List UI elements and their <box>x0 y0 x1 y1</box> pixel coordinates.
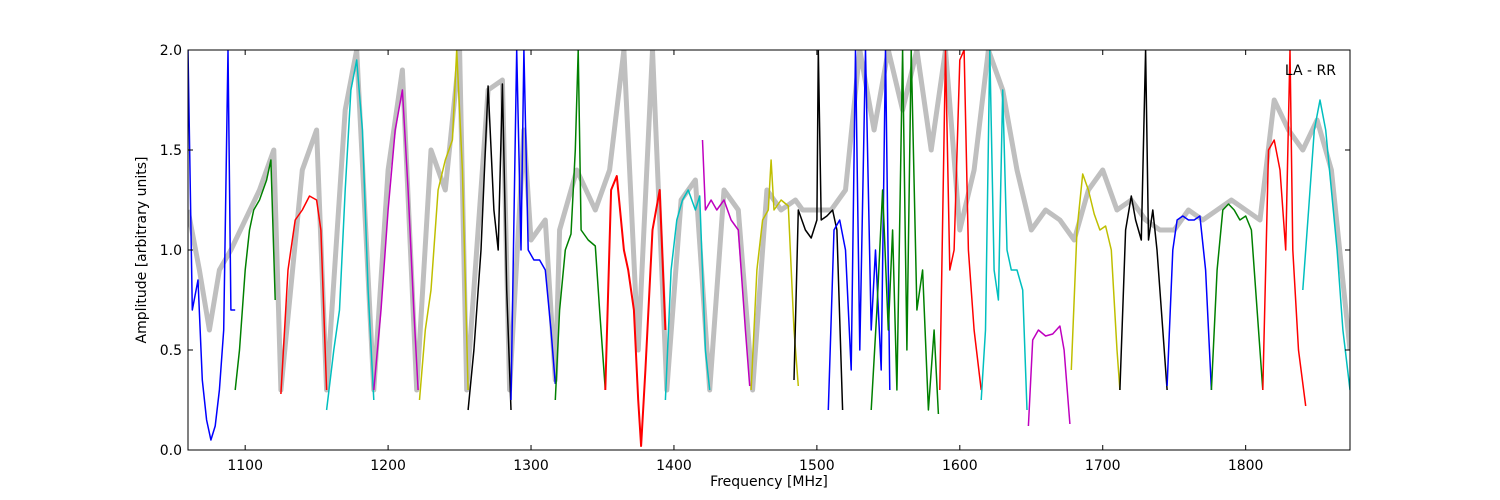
x-tick-label: 1200 <box>370 458 406 474</box>
y-tick-label: 0.0 <box>160 443 182 459</box>
x-axis-title: Frequency [MHz] <box>710 474 828 490</box>
series-line-11 <box>664 189 711 401</box>
series-line-18 <box>980 50 1028 411</box>
series-line-21 <box>1119 50 1168 391</box>
series-line-4 <box>325 59 375 411</box>
reference-series-line <box>188 50 1350 393</box>
x-tick-label: 1600 <box>942 458 978 474</box>
series-line-25 <box>1302 99 1350 391</box>
x-tick-label: 1700 <box>1085 458 1121 474</box>
chart-annotation: LA - RR <box>1285 63 1336 79</box>
series-line-3 <box>280 195 328 395</box>
y-tick-label: 1.5 <box>160 143 182 159</box>
series-line-12 <box>701 139 751 387</box>
series-line-13 <box>750 159 800 391</box>
x-tick-label: 1100 <box>227 458 263 474</box>
series-line-6 <box>418 50 469 401</box>
plot-frame <box>187 49 1351 451</box>
series-line-9 <box>554 50 607 401</box>
series-line-7 <box>467 83 512 411</box>
series-line-16 <box>870 50 940 415</box>
series-line-2 <box>234 159 276 391</box>
series-line-19 <box>1027 325 1071 427</box>
y-tick-label: 2.0 <box>160 43 182 59</box>
y-tick-label: 1.0 <box>160 243 182 259</box>
x-axis: 1100 1200 1300 1400 1500 1600 1700 1800 <box>227 50 1263 474</box>
x-tick-label: 1400 <box>656 458 692 474</box>
x-tick-label: 1500 <box>799 458 835 474</box>
series-line-20 <box>1070 173 1121 391</box>
y-axis: 0.0 0.5 1.0 1.5 2.0 <box>160 43 1350 459</box>
series-line-5 <box>373 89 419 391</box>
series-line-10 <box>604 175 667 447</box>
series-line-22 <box>1166 215 1213 391</box>
x-tick-label: 1800 <box>1228 458 1264 474</box>
y-axis-title: Amplitude [arbitrary units] <box>134 157 150 344</box>
x-tick-label: 1300 <box>513 458 549 474</box>
series-line-17 <box>939 50 982 391</box>
reference-band-layer <box>188 50 1350 393</box>
series-line-14 <box>793 50 844 411</box>
series-line-8 <box>510 50 557 401</box>
series-layer <box>188 50 1350 447</box>
series-line-1 <box>188 50 236 441</box>
y-tick-label: 0.5 <box>160 343 182 359</box>
series-line-23 <box>1210 203 1264 391</box>
series-line-15 <box>827 50 891 411</box>
series-line-24 <box>1262 50 1307 407</box>
